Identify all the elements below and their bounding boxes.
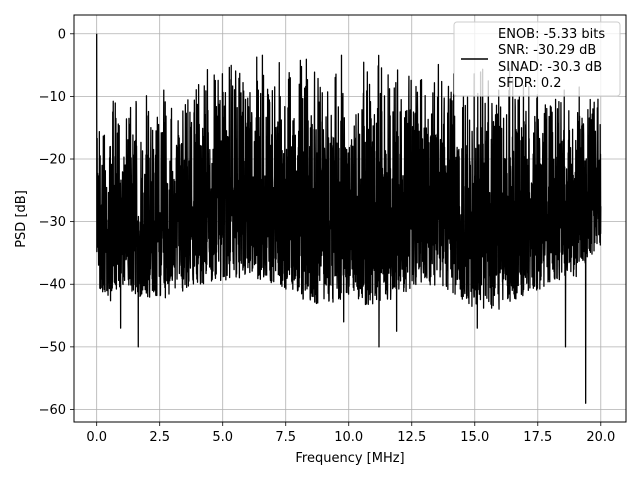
legend-entry-enob: ENOB: -5.33 bits — [498, 27, 605, 42]
y-tick-label: −40 — [39, 278, 66, 293]
y-tick-label: −20 — [39, 153, 66, 168]
series-layer — [96, 33, 602, 404]
x-axis-ticks: 0.0 2.5 5.0 7.5 10.0 12.5 15.0 17.5 20.0 — [86, 422, 615, 445]
x-tick-label: 5.0 — [212, 430, 233, 445]
x-axis-label: Frequency [MHz] — [295, 451, 404, 466]
x-tick-label: 17.5 — [523, 430, 552, 445]
psd-series-line — [96, 33, 602, 404]
legend-entry-sfdr: SFDR: 0.2 — [498, 76, 562, 91]
y-axis-label: PSD [dB] — [14, 190, 29, 248]
legend-box — [453, 21, 621, 97]
x-tick-label: 20.0 — [586, 430, 615, 445]
y-tick-label: −10 — [39, 90, 66, 105]
x-tick-label: 7.5 — [275, 430, 296, 445]
x-tick-label: 12.5 — [397, 430, 426, 445]
x-tick-label: 10.0 — [334, 430, 363, 445]
y-tick-label: 0 — [58, 27, 66, 42]
y-tick-label: −60 — [39, 403, 66, 418]
x-tick-label: 2.5 — [149, 430, 170, 445]
legend: ENOB: -5.33 bits SNR: -30.29 dB SINAD: -… — [453, 21, 621, 97]
y-tick-label: −30 — [39, 215, 66, 230]
y-axis-ticks: 0 −10 −20 −30 −40 −50 −60 — [39, 27, 74, 418]
y-tick-label: −50 — [39, 340, 66, 355]
legend-entry-snr: SNR: -30.29 dB — [498, 43, 596, 58]
x-tick-label: 15.0 — [460, 430, 489, 445]
x-tick-label: 0.0 — [86, 430, 107, 445]
plot-frame — [73, 14, 627, 423]
legend-entry-sinad: SINAD: -30.3 dB — [498, 60, 602, 75]
